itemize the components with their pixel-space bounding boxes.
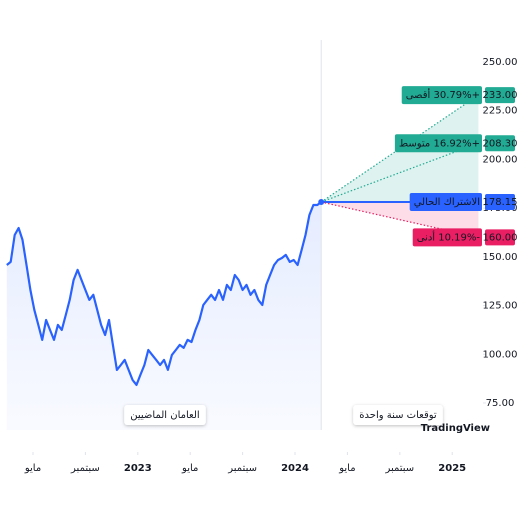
x-tick-label: 2024 — [281, 463, 309, 474]
price-tag-bg — [485, 194, 515, 211]
annotation: العامان الماضيين — [130, 410, 199, 421]
x-tick-label: 2025 — [438, 463, 466, 474]
x-tick-label: مايو — [24, 463, 41, 474]
target-label-bg — [412, 228, 482, 247]
price-tag: 160.00 — [483, 232, 518, 243]
target-label-bg — [401, 86, 482, 105]
target-label-bg — [394, 134, 482, 153]
x-tick-label: 2023 — [124, 463, 152, 474]
history-area — [6, 202, 322, 430]
y-tick-label: 75.00 — [486, 398, 515, 409]
forecast-up-area — [321, 95, 479, 203]
price-tag: 178.15 — [483, 197, 518, 208]
price-tag-bg — [485, 135, 515, 152]
x-tick-label: مايو — [338, 463, 355, 474]
price-line — [6, 201, 322, 386]
x-tick-label: سبتمبر — [227, 463, 257, 474]
y-tick-label: 250.00 — [483, 57, 518, 68]
price-tag: 208.30 — [483, 138, 518, 149]
target-label: +16.92% متوسط — [399, 138, 480, 149]
annotation-bg — [124, 405, 206, 425]
annotation-bg — [353, 405, 443, 425]
price-tag-bg — [485, 229, 515, 246]
annotation: توقعات سنة واحدة — [359, 410, 437, 421]
target-label: الاشتراك الحالي — [414, 197, 480, 208]
price-tag: 233.00 — [483, 90, 518, 101]
logo: TradingView — [421, 423, 490, 434]
x-tick-label: سبتمبر — [70, 463, 100, 474]
y-tick-label: 200.00 — [483, 154, 518, 165]
last-point — [318, 199, 325, 206]
y-tick-label: 100.00 — [483, 349, 518, 360]
price-tag-bg — [485, 87, 515, 104]
y-tick-label: 150.00 — [483, 252, 518, 263]
y-tick-label: 125.00 — [483, 301, 518, 312]
target-label-bg — [409, 193, 482, 212]
x-tick-label: سبتمبر — [384, 463, 414, 474]
target-label: +30.79% أقصى — [406, 88, 480, 101]
x-tick-label: مايو — [181, 463, 198, 474]
y-tick-label: 225.00 — [483, 106, 518, 117]
target-label: -10.19% أدنى — [417, 230, 481, 243]
